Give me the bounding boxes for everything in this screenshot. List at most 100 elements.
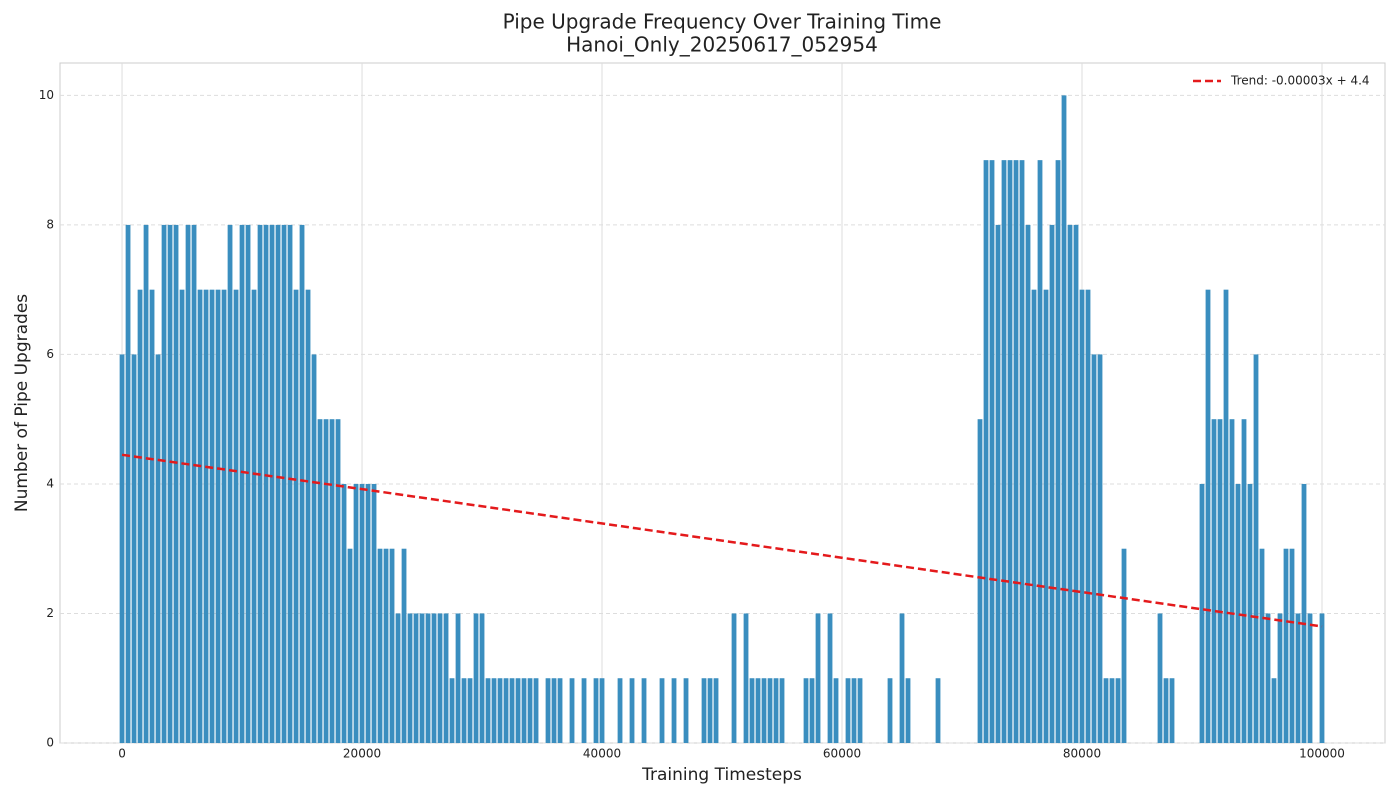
bar <box>1301 483 1307 743</box>
y-tick-label: 8 <box>46 217 54 231</box>
bar <box>455 613 461 743</box>
bar <box>437 613 443 743</box>
bar <box>1061 95 1067 743</box>
bar <box>467 678 473 743</box>
bar <box>371 483 377 743</box>
bar <box>407 613 413 743</box>
bar <box>359 483 365 743</box>
bar <box>1253 354 1259 743</box>
bar <box>119 354 125 743</box>
bar <box>341 483 347 743</box>
bar <box>263 224 269 743</box>
bar <box>1229 419 1235 743</box>
bar <box>323 419 329 743</box>
bar <box>935 678 941 743</box>
bar <box>593 678 599 743</box>
bar <box>599 678 605 743</box>
bar <box>485 678 491 743</box>
bar <box>383 548 389 743</box>
bar <box>143 224 149 743</box>
bar <box>1103 678 1109 743</box>
bar <box>545 678 551 743</box>
bar <box>1289 548 1295 743</box>
bar <box>311 354 317 743</box>
y-tick-label: 0 <box>46 736 54 750</box>
bar <box>1031 289 1037 743</box>
bar <box>149 289 155 743</box>
bar <box>191 224 197 743</box>
bar <box>215 289 221 743</box>
x-axis-label: Training Timesteps <box>641 765 802 785</box>
bar <box>1067 224 1073 743</box>
bar <box>755 678 761 743</box>
bar <box>131 354 137 743</box>
bar <box>1283 548 1289 743</box>
x-tick-label: 20000 <box>343 747 381 761</box>
bar <box>827 613 833 743</box>
bar <box>293 289 299 743</box>
bar <box>353 483 359 743</box>
bar <box>335 419 341 743</box>
bar <box>521 678 527 743</box>
y-axis-label: Number of Pipe Upgrades <box>12 294 32 512</box>
bar <box>125 224 131 743</box>
bar <box>1121 548 1127 743</box>
bar <box>761 678 767 743</box>
bar <box>767 678 773 743</box>
bar <box>227 224 233 743</box>
bar <box>395 613 401 743</box>
bar <box>1199 483 1205 743</box>
bar <box>1235 483 1241 743</box>
y-tick-label: 10 <box>39 88 54 102</box>
bar <box>1037 160 1043 744</box>
bar <box>905 678 911 743</box>
trend-line <box>121 453 1323 628</box>
bar <box>1205 289 1211 743</box>
bar <box>239 224 245 743</box>
x-tick-label: 80000 <box>1063 747 1101 761</box>
bar <box>257 224 263 743</box>
bar <box>503 678 509 743</box>
bar <box>473 613 479 743</box>
bar <box>233 289 239 743</box>
bar <box>1097 354 1103 743</box>
bar <box>1319 613 1325 743</box>
bar <box>581 678 587 743</box>
bar <box>509 678 515 743</box>
bar <box>161 224 167 743</box>
bar <box>245 224 251 743</box>
bar <box>269 224 275 743</box>
bar <box>1247 483 1253 743</box>
bar <box>1223 289 1229 743</box>
x-tick-label: 40000 <box>583 747 621 761</box>
bar <box>713 678 719 743</box>
bar <box>461 678 467 743</box>
bar <box>389 548 395 743</box>
bar <box>251 289 257 743</box>
bar <box>731 613 737 743</box>
bar <box>329 419 335 743</box>
y-tick-label: 2 <box>46 606 54 620</box>
bar <box>1001 160 1007 744</box>
bar <box>287 224 293 743</box>
bar <box>209 289 215 743</box>
bar <box>1109 678 1115 743</box>
bar <box>533 678 539 743</box>
bar <box>1019 160 1025 744</box>
bar <box>857 678 863 743</box>
bar <box>899 613 905 743</box>
bar <box>845 678 851 743</box>
bar <box>347 548 353 743</box>
bar <box>1073 224 1079 743</box>
bar <box>431 613 437 743</box>
bar <box>983 160 989 744</box>
bar <box>1085 289 1091 743</box>
y-tick-label: 6 <box>46 347 54 361</box>
bar <box>569 678 575 743</box>
bar <box>137 289 143 743</box>
bar <box>1157 613 1163 743</box>
bar <box>425 613 431 743</box>
bar <box>707 678 713 743</box>
